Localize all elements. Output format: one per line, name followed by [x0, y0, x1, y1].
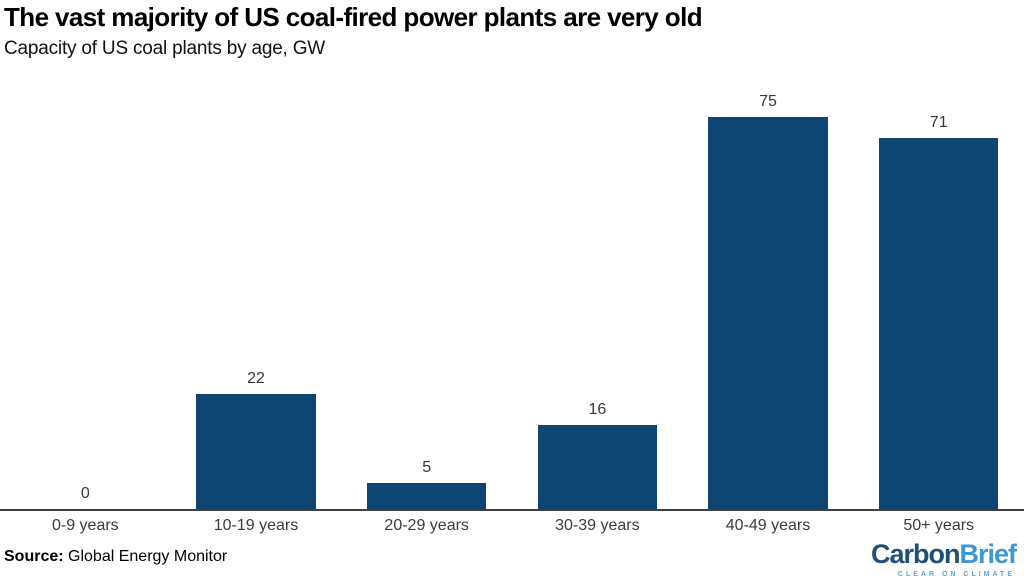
bar-chart-plot-area: 0 22 5 16 75 71	[0, 86, 1024, 509]
bar-value-label: 5	[422, 458, 432, 476]
x-axis-tick-label: 30-39 years	[555, 516, 640, 534]
bar-slot: 16	[512, 86, 683, 509]
bar-value-label: 16	[588, 400, 607, 418]
bar-value-label: 71	[929, 113, 948, 131]
bar-slot: 0	[0, 86, 171, 509]
bar-value-label: 75	[759, 92, 777, 110]
bar-slot: 22	[171, 86, 342, 509]
bar	[878, 137, 999, 509]
bar	[366, 482, 487, 509]
bar	[196, 393, 316, 509]
x-axis-tick-labels: 0-9 years 10-19 years 20-29 years 30-39 yea…	[0, 517, 1024, 535]
carbonbrief-logo: CarbonBrief CLEAR ON CLIMATE	[870, 539, 1017, 579]
chart-subtitle: Capacity of US coal plants by age, GW	[4, 37, 326, 59]
bar	[537, 424, 658, 509]
bar-slot: 5	[341, 86, 512, 509]
bar	[708, 116, 828, 509]
bar-value-label: 22	[247, 369, 265, 387]
x-axis-line	[0, 508, 1024, 511]
logo-carbon-text: Carbon	[870, 539, 960, 569]
bar-value-label: 0	[80, 484, 90, 502]
source-label: Source:	[4, 548, 64, 565]
bar-slot: 71	[853, 86, 1024, 509]
logo-brief-text: Brief	[959, 539, 1017, 569]
chart-header: The vast majority of US coal-fired power…	[0, 0, 1024, 60]
chart-footer: Source: Global Energy Monitor CarbonBrie…	[0, 535, 1024, 586]
x-axis-tick-label: 0-9 years	[51, 516, 119, 534]
x-axis-tick-label: 40-49 years	[725, 516, 811, 534]
logo-tagline: CLEAR ON CLIMATE	[897, 571, 1015, 578]
bar-slot: 75	[683, 86, 854, 509]
x-axis-tick-label: 20-29 years	[384, 516, 469, 534]
source-value: Global Energy Monitor	[63, 548, 228, 565]
carbonbrief-logo-wordmark: CarbonBrief	[870, 539, 1017, 569]
source-note: Source: Global Energy Monitor	[4, 548, 227, 578]
x-axis-tick-label: 10-19 years	[213, 516, 299, 534]
chart-title: The vast majority of US coal-fired power…	[4, 2, 703, 32]
x-axis-tick-label: 50+ years	[903, 516, 975, 534]
